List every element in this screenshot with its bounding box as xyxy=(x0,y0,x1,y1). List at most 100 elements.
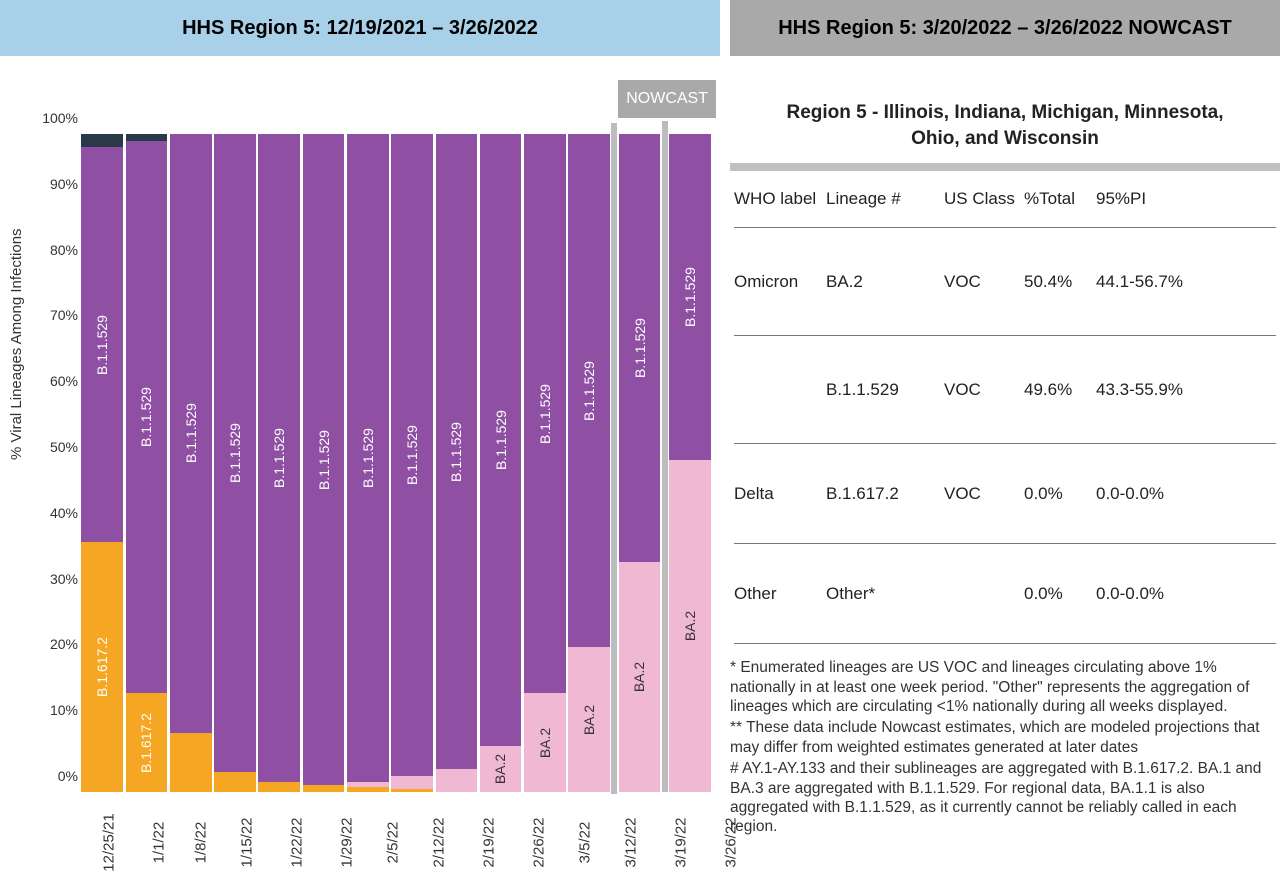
bar-segment xyxy=(126,134,168,141)
bar-column: B.1.1.529 xyxy=(169,134,213,792)
bar-segment: B.1.1.529 xyxy=(568,134,610,647)
cell-usclass: VOC xyxy=(944,380,1024,400)
bar-column: B.1.1.529 xyxy=(301,134,345,792)
cell-total: 0.0% xyxy=(1024,484,1096,504)
footnotes: * Enumerated lineages are US VOC and lin… xyxy=(730,658,1280,836)
segment-label: B.1.1.529 xyxy=(183,403,199,463)
cell-who: Omicron xyxy=(734,272,826,292)
left-title: HHS Region 5: 12/19/2021 – 3/26/2022 xyxy=(0,0,720,56)
bar-column: B.1.617.2 B.1.1.529 xyxy=(124,134,168,792)
bar-segment xyxy=(391,789,433,792)
bar-stack: B.1.617.2 B.1.1.529 xyxy=(81,134,123,792)
footnote-2: ** These data include Nowcast estimates,… xyxy=(730,718,1272,757)
th-who: WHO label xyxy=(734,189,826,209)
bar-column: BA.2 B.1.1.529 xyxy=(567,134,611,792)
segment-label: B.1.1.529 xyxy=(581,361,597,421)
th-lineage: Lineage # xyxy=(826,189,944,209)
variant-table: WHO label Lineage # US Class %Total 95%P… xyxy=(730,189,1280,644)
cell-usclass: VOC xyxy=(944,484,1024,504)
bar-segment: BA.2 xyxy=(524,693,566,792)
x-tick: 3/19/22 xyxy=(656,798,706,815)
cell-lineage: Other* xyxy=(826,584,944,604)
table-bottom-rule xyxy=(734,643,1276,644)
table-row: B.1.1.529VOC49.6%43.3-55.9% xyxy=(734,335,1276,443)
y-tick: 40% xyxy=(30,505,78,521)
cell-lineage: BA.2 xyxy=(826,272,944,292)
y-tick: 60% xyxy=(30,373,78,389)
bar-stack: B.1.1.529 xyxy=(214,134,256,792)
segment-label: BA.2 xyxy=(581,704,597,734)
segment-label: BA.2 xyxy=(537,727,553,757)
bar-segment: B.1.617.2 xyxy=(126,693,168,792)
segment-label: B.1.1.529 xyxy=(316,430,332,490)
bar-stack: B.1.1.529 xyxy=(436,134,478,792)
rule xyxy=(730,163,1280,171)
x-tick: 1/29/22 xyxy=(322,798,372,815)
segment-label: BA.2 xyxy=(682,611,698,641)
segment-label: B.1.1.529 xyxy=(404,425,420,485)
x-tick: 12/25/21 xyxy=(80,798,138,815)
x-tick: 1/15/22 xyxy=(222,798,272,815)
bar-segment: B.1.1.529 xyxy=(81,147,123,542)
bar-segment: B.1.1.529 xyxy=(258,134,300,782)
right-title: HHS Region 5: 3/20/2022 – 3/26/2022 NOWC… xyxy=(730,0,1280,56)
bar-column: B.1.1.529 xyxy=(213,134,257,792)
chart-area: NOWCAST % Viral Lineages Among Infection… xyxy=(0,80,720,880)
bar-stack: B.1.1.529 xyxy=(170,134,212,792)
cell-pi: 0.0-0.0% xyxy=(1096,584,1276,604)
y-ticks: 0%10%20%30%40%50%60%70%80%90%100% xyxy=(30,134,78,792)
th-total: %Total xyxy=(1024,189,1096,209)
x-tick: 1/8/22 xyxy=(180,798,222,815)
bar-stack: B.1.617.2 B.1.1.529 xyxy=(126,134,168,792)
bar-segment xyxy=(170,733,212,792)
th-usclass: US Class xyxy=(944,189,1024,209)
y-tick: 90% xyxy=(30,176,78,192)
bar-column: BA.2 B.1.1.529 xyxy=(523,134,567,792)
cell-who: Other xyxy=(734,584,826,604)
cell-total: 50.4% xyxy=(1024,272,1096,292)
bar-segment xyxy=(347,787,389,792)
bar-stack: B.1.1.529 xyxy=(258,134,300,792)
table-row: OmicronBA.2VOC50.4%44.1-56.7% xyxy=(734,227,1276,335)
segment-label: B.1.1.529 xyxy=(360,428,376,488)
cell-total: 0.0% xyxy=(1024,584,1096,604)
segment-label: BA.2 xyxy=(632,662,648,692)
nowcast-badge: NOWCAST xyxy=(618,80,716,118)
segment-label: B.1.1.529 xyxy=(271,428,287,488)
bar-segment: BA.2 xyxy=(619,562,661,792)
bar-segment xyxy=(303,785,345,792)
bar-column: BA.2 B.1.1.529 xyxy=(668,134,712,792)
cell-pi: 43.3-55.9% xyxy=(1096,380,1276,400)
bar-column: BA.2B.1.1.529 xyxy=(479,134,523,792)
segment-label: B.1.1.529 xyxy=(138,387,154,447)
bar-column: B.1.617.2 B.1.1.529 xyxy=(80,134,124,792)
cell-who: Delta xyxy=(734,484,826,504)
bar-segment: B.1.617.2 xyxy=(81,542,123,792)
cell-total: 49.6% xyxy=(1024,380,1096,400)
y-tick: 10% xyxy=(30,702,78,718)
x-tick: 3/12/22 xyxy=(606,798,656,815)
cell-lineage: B.1.1.529 xyxy=(826,380,944,400)
y-axis-label: % Viral Lineages Among Infections xyxy=(8,228,25,460)
bar-segment: BA.2 xyxy=(480,746,522,792)
bar-stack: B.1.1.529 xyxy=(347,134,389,792)
bar-segment: B.1.1.529 xyxy=(524,134,566,693)
y-tick: 50% xyxy=(30,439,78,455)
bar-segment: B.1.1.529 xyxy=(669,134,711,460)
segment-label: B.1.617.2 xyxy=(94,637,110,697)
bar-stack: BA.2B.1.1.529 xyxy=(480,134,522,792)
bar-stack: BA.2 B.1.1.529 xyxy=(568,134,610,792)
left-panel: HHS Region 5: 12/19/2021 – 3/26/2022 NOW… xyxy=(0,0,720,892)
bar-column: BA.2 B.1.1.529 xyxy=(617,134,661,792)
plot-region: B.1.617.2B.1.1.529B.1.617.2B.1.1.529B.1.… xyxy=(80,134,712,792)
bar-segment: B.1.1.529 xyxy=(619,134,661,562)
x-tick: 1/1/22 xyxy=(138,798,180,815)
x-ticks: 12/25/211/1/221/8/221/15/221/22/221/29/2… xyxy=(80,798,712,815)
segment-label: B.1.1.529 xyxy=(537,384,553,444)
x-tick: 2/26/22 xyxy=(514,798,564,815)
y-tick: 0% xyxy=(30,768,78,784)
bar-segment: B.1.1.529 xyxy=(214,134,256,772)
bar-column: B.1.1.529 xyxy=(390,134,434,792)
table-head: WHO label Lineage # US Class %Total 95%P… xyxy=(734,189,1276,227)
segment-label: B.1.1.529 xyxy=(448,422,464,482)
